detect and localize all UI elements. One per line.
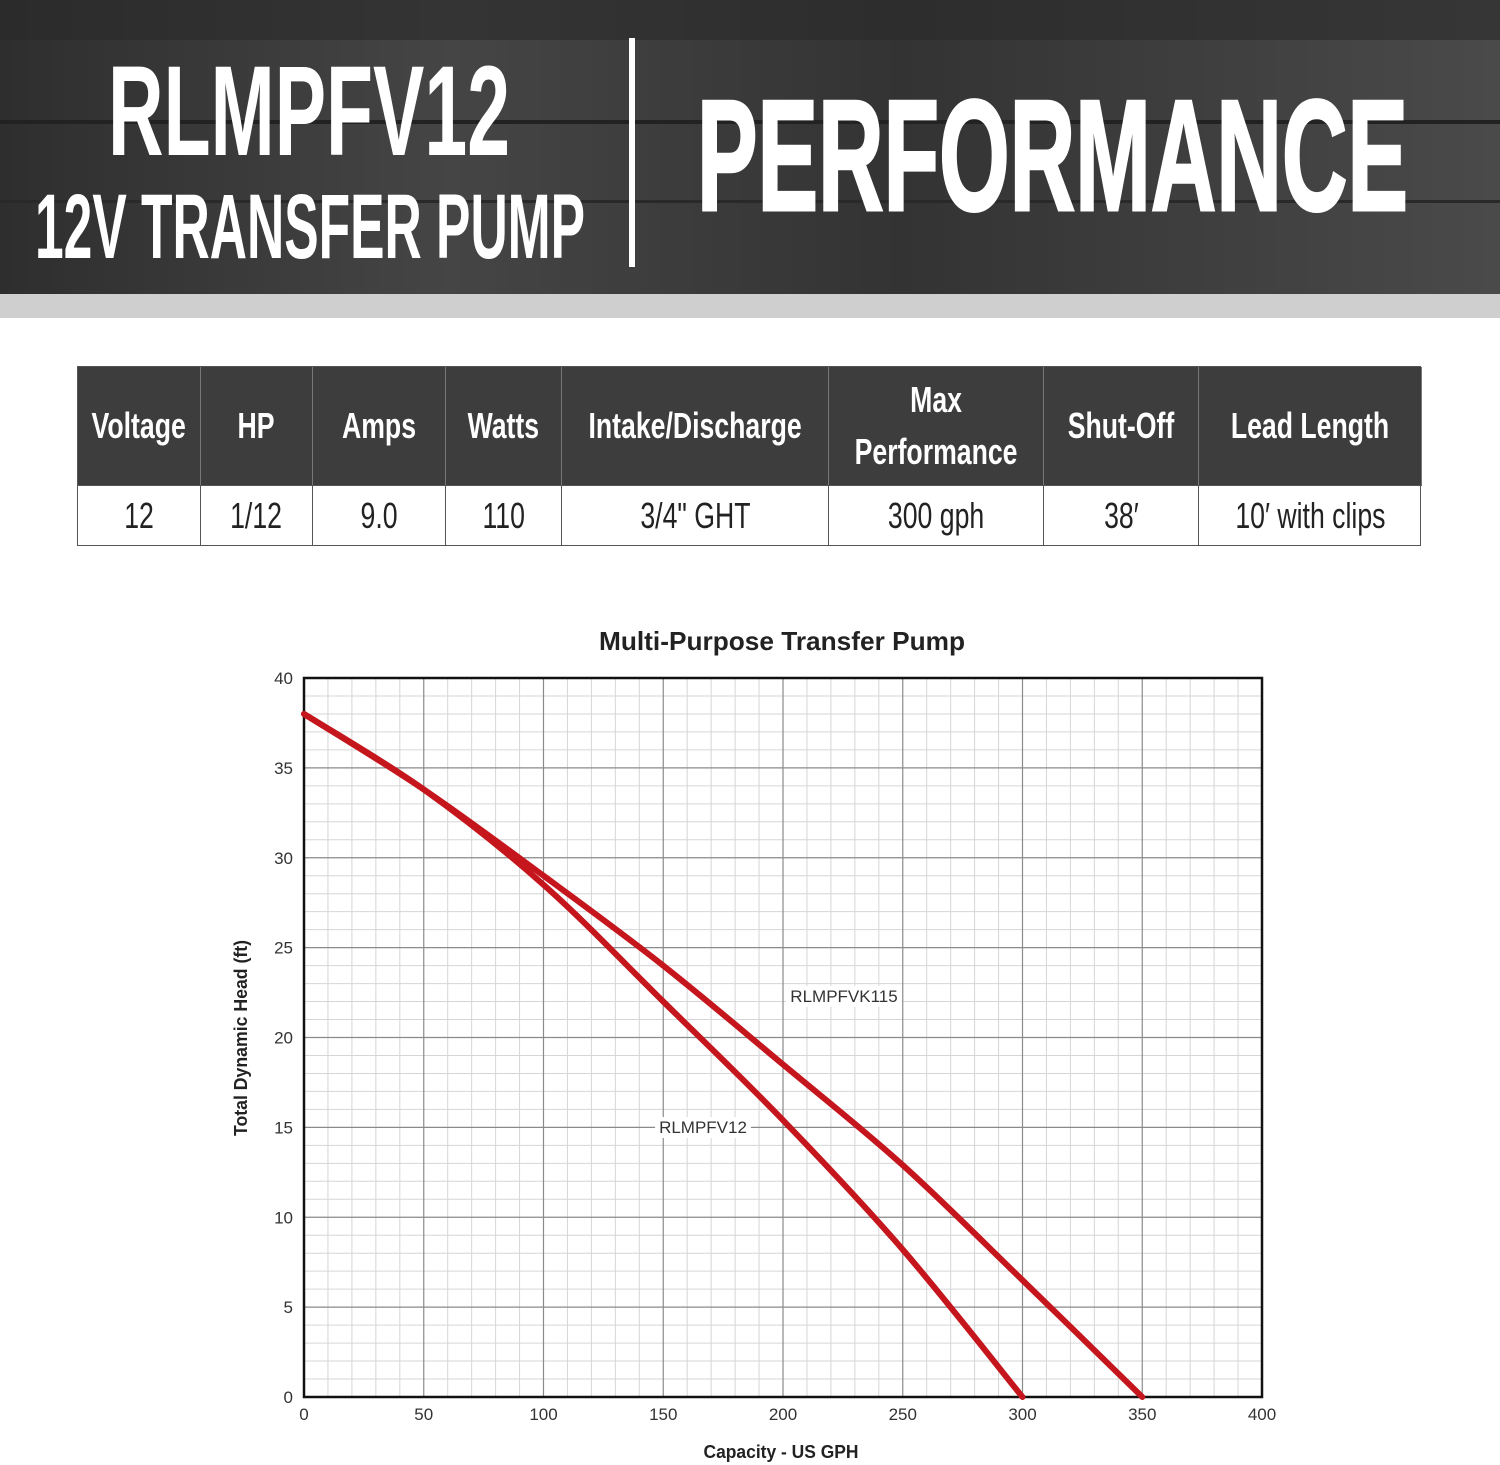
table-cell-text: 300 gph xyxy=(887,494,985,536)
table-cell: 38′ xyxy=(1044,485,1199,545)
plot-bg xyxy=(304,678,1262,1397)
y-tick-label: 20 xyxy=(274,1029,293,1048)
x-tick-label: 300 xyxy=(1008,1405,1036,1424)
table-cell: 10′ with clips xyxy=(1199,485,1422,545)
x-tick-label: 50 xyxy=(414,1405,433,1424)
header: RLMPFV12 12V TRANSFER PUMP PERFORMANCE xyxy=(0,0,1500,318)
spec-table: Voltage HP Amps Watts Intake/Discharge Max Pe… xyxy=(77,366,1422,546)
table-cell-text: 1/12 xyxy=(230,494,283,536)
y-tick-label: 35 xyxy=(274,759,293,778)
column-header-text: Lead Length xyxy=(1230,405,1390,446)
column-header-text: Intake/Discharge xyxy=(588,405,802,446)
column-header-text: Voltage xyxy=(91,405,187,446)
divider xyxy=(629,38,635,267)
series-label-bg xyxy=(786,986,902,1007)
plank-seam xyxy=(0,120,1500,124)
y-tick-label: 0 xyxy=(284,1388,293,1407)
y-tick-label: 10 xyxy=(274,1208,293,1227)
column-header-text: Watts xyxy=(467,405,540,446)
plank-seam xyxy=(0,200,1500,203)
x-tick-label: 200 xyxy=(769,1405,797,1424)
series-label: RLMPFVK115 xyxy=(790,987,897,1006)
column-header-text: Max Performance xyxy=(854,378,1018,472)
series-line xyxy=(301,710,1026,1400)
y-axis-label: Total Dynamic Head (ft) xyxy=(231,940,251,1136)
column-header-text: Shut-Off xyxy=(1067,405,1175,446)
x-tick-label: 400 xyxy=(1248,1405,1276,1424)
y-tick-label: 30 xyxy=(274,849,293,868)
chart-title: Multi-Purpose Transfer Pump xyxy=(599,626,965,656)
column-header-text: HP xyxy=(237,405,275,446)
x-tick-label: 250 xyxy=(889,1405,917,1424)
y-tick-label: 25 xyxy=(274,939,293,958)
y-tick-label: 40 xyxy=(274,669,293,688)
column-header-text: Amps xyxy=(341,405,417,446)
table-cell: 9.0 xyxy=(313,485,446,545)
column-header: Voltage xyxy=(78,367,201,485)
series-label: RLMPFV12 xyxy=(659,1118,747,1137)
table-cell-text: 38′ xyxy=(1103,494,1139,536)
column-header: Lead Length xyxy=(1199,367,1422,485)
table-cell-text: 12 xyxy=(124,494,154,536)
table-cell-text: 10′ with clips xyxy=(1235,494,1386,536)
x-tick-label: 0 xyxy=(299,1405,308,1424)
column-header: Shut-Off xyxy=(1044,367,1199,485)
table-cell: 1/12 xyxy=(201,485,313,545)
plank xyxy=(0,0,1500,40)
column-header: Intake/Discharge xyxy=(562,367,829,485)
column-header: HP xyxy=(201,367,313,485)
table-cell-text: 110 xyxy=(482,494,525,536)
y-tick-label: 5 xyxy=(284,1298,293,1317)
plot-border xyxy=(302,676,1264,1399)
light-plank xyxy=(0,294,1500,318)
table-cell: 300 gph xyxy=(829,485,1044,545)
series-line xyxy=(301,710,1146,1400)
column-header: Max Performance xyxy=(829,367,1044,485)
table-cell: 3/4" GHT xyxy=(562,485,829,545)
series-label-bg xyxy=(655,1117,751,1138)
x-tick-label: 100 xyxy=(529,1405,557,1424)
x-tick-label: 350 xyxy=(1128,1405,1156,1424)
model: RLMPFV12 xyxy=(108,40,510,183)
table-cell: 12 xyxy=(78,485,201,545)
column-header: Watts xyxy=(446,367,562,485)
column-header: Amps xyxy=(313,367,446,485)
table-cell: 110 xyxy=(446,485,562,545)
subtitle: 12V TRANSFER PUMP xyxy=(35,176,585,278)
heading: PERFORMANCE xyxy=(697,68,1408,244)
y-tick-label: 15 xyxy=(274,1118,293,1137)
table-cell-text: 3/4" GHT xyxy=(639,494,751,536)
table-cell-text: 9.0 xyxy=(360,494,398,536)
x-axis-label: Capacity - US GPH xyxy=(704,1442,859,1462)
header-bg xyxy=(0,0,1500,318)
x-tick-label: 150 xyxy=(649,1405,677,1424)
